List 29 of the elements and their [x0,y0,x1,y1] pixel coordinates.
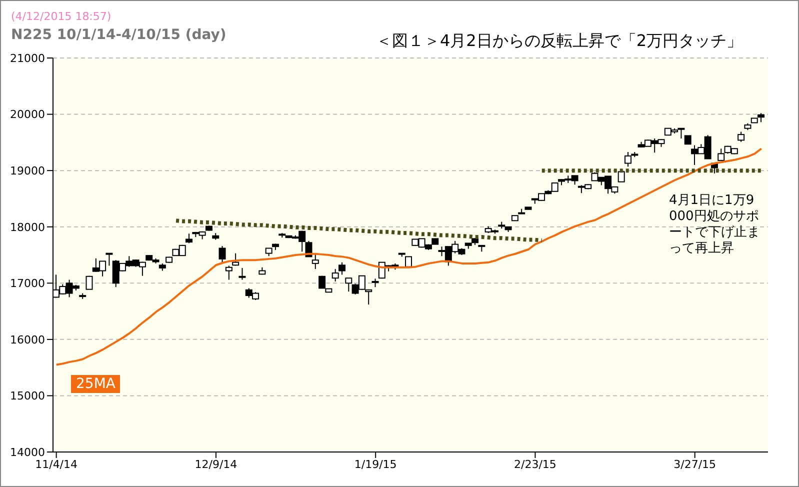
candlestick [186,233,193,244]
candlestick [218,245,226,264]
y-tick-label: 19000 [10,164,45,178]
x-tick-label: 1/19/15 [354,458,397,471]
candlestick [106,252,113,266]
annotation: 4月1日に1万9000円処のサポートで下げ止まって再上昇 [669,193,761,257]
y-tick-label: 20000 [10,108,45,122]
x-tick-label: 3/27/15 [674,458,716,471]
candlestick [345,278,352,292]
candlestick [238,267,246,280]
x-tick-label: 2/23/15 [514,458,556,471]
chart-title: ＜図１＞4月2日からの反転上昇で「2万円タッチ」 [376,31,743,52]
candlestick [312,252,319,270]
candlestick [738,131,745,142]
candlestick [718,148,725,161]
chart-subtitle: N225 10/1/14-4/10/15 (day) [11,27,226,43]
text: (4/12/2015 18:57) [11,10,112,23]
x-tick-label: 11/4/14 [35,458,78,471]
x-tick-label: 12/9/14 [194,458,238,471]
y-tick-label: 17000 [10,277,45,290]
line-series [174,218,544,242]
candlestick [86,275,93,290]
line-series [55,148,762,366]
y-tick-label: 21000 [10,52,45,65]
series-label: 25MA [71,375,120,393]
y-tick-label: 14000 [10,446,45,459]
y-tick-label: 15000 [10,390,45,403]
y-tick-label: 18000 [10,220,45,234]
y-tick-label: 16000 [10,333,45,346]
